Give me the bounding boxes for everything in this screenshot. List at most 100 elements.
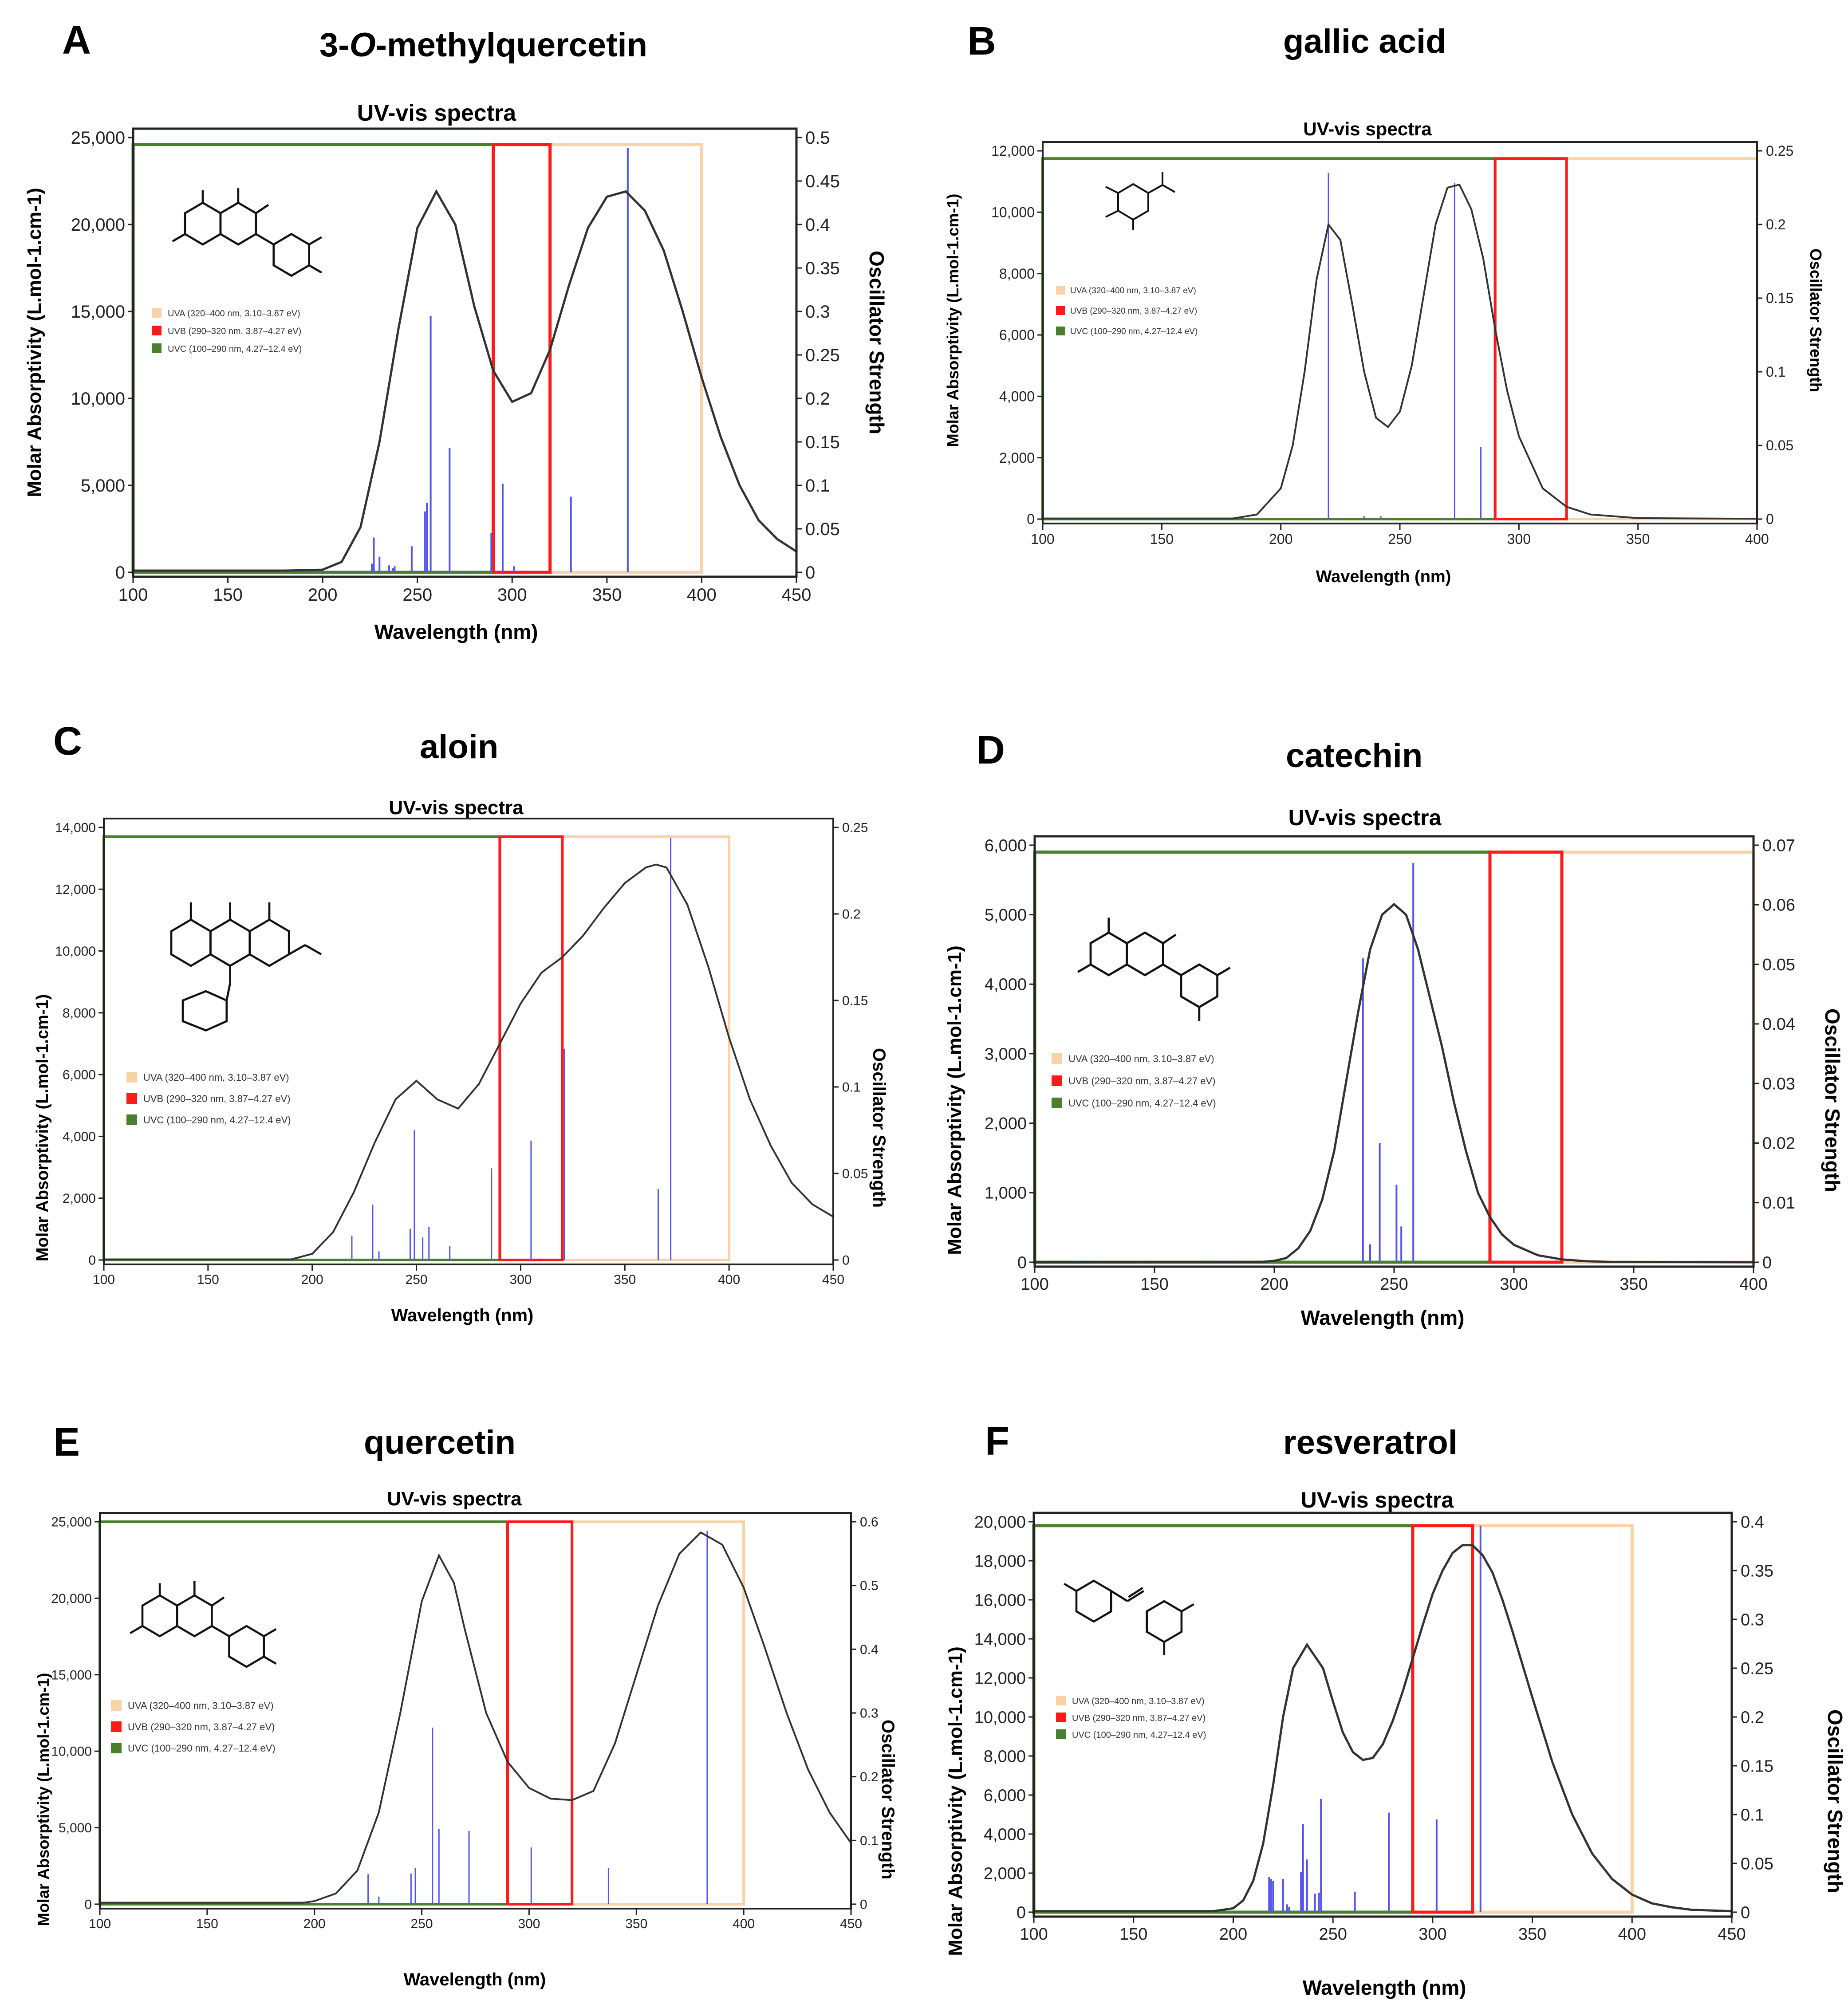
x-tick-label: 250 <box>411 1917 433 1931</box>
y-axis-label: Molar Absorptivity (L.mol-1.cm-1) <box>34 1673 52 1926</box>
legend-label-uvc: UVC (100–290 nm, 4.27–12.4 eV) <box>1068 1098 1216 1109</box>
y2-axis-label: Oscillator Strength <box>865 251 888 434</box>
legend-label-uvb: UVB (290–320 nm, 3.87–4.27 eV) <box>143 1093 290 1104</box>
x-tick-label: 300 <box>1507 531 1531 547</box>
y2-tick-label: 0.4 <box>805 215 830 235</box>
uvb-region <box>1493 157 1568 520</box>
y-tick-label: 0 <box>1027 511 1035 527</box>
uva-region <box>561 835 731 1261</box>
y-tick-label: 14,000 <box>974 1630 1026 1649</box>
x-tick-label: 300 <box>1500 1275 1528 1294</box>
x-tick-label: 250 <box>1388 531 1411 547</box>
y-axis-label: Molar Absorptivity (L.mol-1.cm-1) <box>33 994 52 1261</box>
y-tick-label: 25,000 <box>71 128 125 148</box>
x-tick-label: 400 <box>1739 1275 1767 1294</box>
uv-regions <box>131 143 703 574</box>
x-tick-label: 150 <box>1150 531 1174 547</box>
x-axis-label: Wavelength (nm) <box>1301 1306 1465 1329</box>
plot-frame <box>1032 1512 1733 1918</box>
y-tick-label: 2,000 <box>985 1114 1027 1133</box>
y-tick-label: 20,000 <box>974 1513 1026 1532</box>
oscillator-sticks <box>1268 1525 1482 1912</box>
y-tick-label: 6,000 <box>984 1786 1026 1805</box>
panel-b: B gallic acid UV-vis spectra UVA (320–40… <box>923 0 1848 665</box>
molecule-structure-drawing <box>1105 172 1175 230</box>
legend-swatch-uva <box>1056 1696 1066 1705</box>
x-tick-label: 350 <box>1626 531 1650 547</box>
y2-tick-label: 0.1 <box>1766 364 1785 380</box>
panel-letter: F <box>985 1419 1009 1464</box>
y2-tick-label: 0.2 <box>860 1770 879 1784</box>
legend-label-uvc: UVC (100–290 nm, 4.27–12.4 eV) <box>168 344 302 354</box>
legend-label-uvc: UVC (100–290 nm, 4.27–12.4 eV) <box>1072 1730 1206 1740</box>
x-axis-label: Wavelength (nm) <box>1316 567 1451 586</box>
x-tick-label: 300 <box>518 1917 540 1931</box>
legend-swatch-uvc <box>1056 1729 1066 1739</box>
y-axis-label: Molar Absorptivity (L.mol-1.cm-1) <box>944 945 965 1255</box>
uvb-region <box>1488 850 1564 1264</box>
legend-swatch-uvb <box>1056 306 1065 315</box>
x-tick-label: 100 <box>89 1917 111 1931</box>
y2-tick-label: 0.03 <box>1762 1075 1795 1093</box>
uvb-region <box>506 1520 574 1906</box>
x-tick-label: 300 <box>509 1272 532 1287</box>
x-tick-label: 350 <box>625 1917 647 1931</box>
plot-frame <box>1033 835 1755 1268</box>
x-tick-label: 150 <box>1119 1925 1147 1944</box>
y-axis-label: Molar Absorptivity (L.mol-1.cm-1) <box>945 1646 966 1956</box>
legend: UVA (320–400 nm, 3.10–3.87 eV) UVB (290–… <box>111 1700 276 1754</box>
y-tick-label: 6,000 <box>63 1068 96 1083</box>
legend: UVA (320–400 nm, 3.10–3.87 eV) UVB (290–… <box>152 308 302 354</box>
y-axis-label: Molar Absorptivity (L.mol-1.cm-1) <box>24 188 45 497</box>
y2-axis-label: Oscillator Strength <box>1824 1709 1847 1893</box>
legend-swatch-uvc <box>111 1743 122 1753</box>
plot-frame <box>99 1512 852 1910</box>
y-tick-label: 0 <box>115 563 125 583</box>
y2-tick-label: 0 <box>1762 1253 1772 1272</box>
axes: 100 150 200 250 300 350 400 450 0 2,000 4,000 6,000… <box>55 818 868 1287</box>
y2-tick-label: 0 <box>860 1898 867 1912</box>
y-tick-label: 25,000 <box>51 1515 92 1530</box>
legend-label-uvb: UVB (290–320 nm, 3.87–4.27 eV) <box>128 1721 275 1732</box>
y2-tick-label: 0 <box>1741 1903 1750 1922</box>
y2-tick-label: 0.3 <box>860 1706 879 1721</box>
uvc-region <box>131 143 495 574</box>
y2-tick-label: 0 <box>805 563 815 583</box>
y-tick-label: 18,000 <box>974 1552 1026 1571</box>
y-tick-label: 15,000 <box>71 302 125 322</box>
axes: 100 150 200 250 300 350 400 0 2,000 4,000 6,000 8,0… <box>991 141 1793 547</box>
uv-regions <box>99 1520 745 1906</box>
uva-region <box>1560 850 1755 1264</box>
legend-label-uvb: UVB (290–320 nm, 3.87–4.27 eV) <box>1068 1075 1215 1087</box>
y-tick-label: 12,000 <box>974 1669 1026 1688</box>
y2-tick-label: 0.05 <box>1766 437 1793 453</box>
uvc-region <box>99 1520 509 1906</box>
panel-letter: C <box>53 719 82 764</box>
molecule-structure-drawing <box>1077 917 1231 1021</box>
x-tick-label: 200 <box>303 1917 326 1931</box>
x-tick-label: 450 <box>1718 1925 1746 1944</box>
y2-tick-label: 0.1 <box>860 1834 879 1848</box>
y2-tick-label: 0.15 <box>1766 290 1793 306</box>
oscillator-sticks <box>351 838 672 1260</box>
x-tick-label: 200 <box>1260 1275 1288 1294</box>
y-tick-label: 10,000 <box>71 389 125 409</box>
x-tick-label: 400 <box>1618 1925 1646 1944</box>
y2-tick-label: 0.15 <box>842 994 868 1008</box>
absorption-curve <box>133 189 797 572</box>
axes: 100 150 200 250 300 350 400 450 0 5,000 10,000 15,0… <box>51 1512 879 1931</box>
y2-tick-label: 0 <box>842 1253 850 1268</box>
uv-vis-chart: UV-vis spectra UVA (320–400 nm, 3.10–3.8… <box>33 797 889 1325</box>
legend: UVA (320–400 nm, 3.10–3.87 eV) UVB (290–… <box>126 1072 291 1126</box>
chart-title: UV-vis spectra <box>1301 1488 1454 1512</box>
y-tick-label: 4,000 <box>984 1825 1026 1844</box>
y2-tick-label: 0.2 <box>805 389 830 409</box>
x-tick-label: 350 <box>592 585 622 605</box>
uva-region <box>571 1520 745 1906</box>
legend-label-uvb: UVB (290–320 nm, 3.87–4.27 eV) <box>1070 307 1197 316</box>
y-tick-label: 8,000 <box>63 1006 96 1020</box>
compound-name-post: -methylquercetin <box>375 26 648 64</box>
x-tick-label: 400 <box>1745 531 1769 547</box>
y-tick-label: 0 <box>84 1898 92 1912</box>
y2-tick-label: 0.5 <box>805 128 830 148</box>
